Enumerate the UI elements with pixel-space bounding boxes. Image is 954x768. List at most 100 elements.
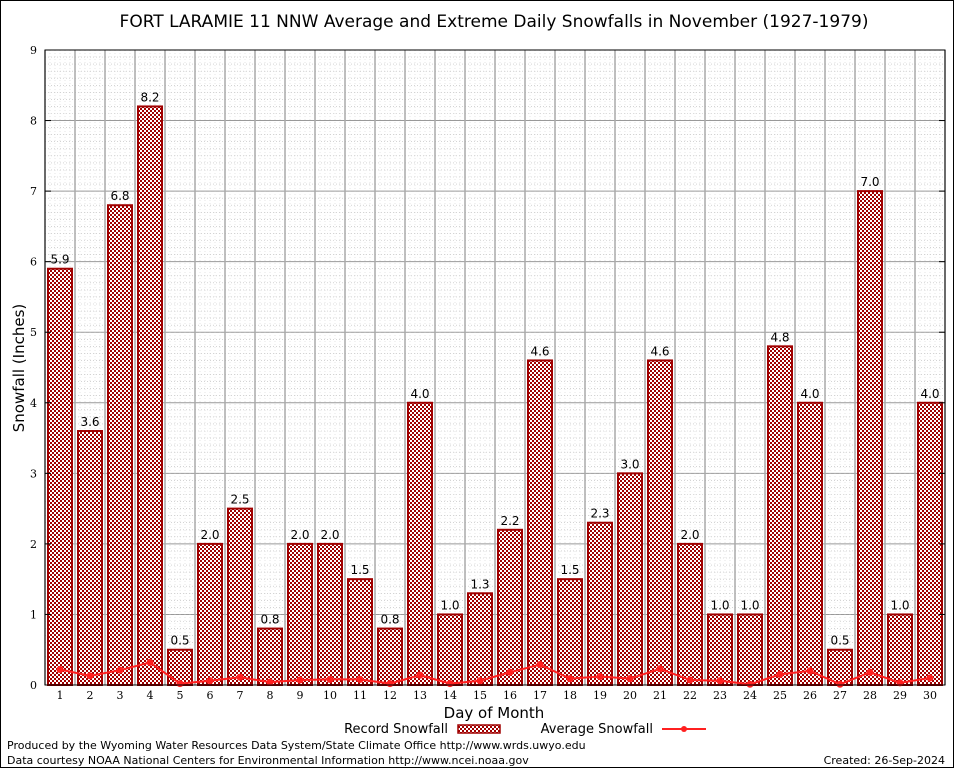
data-label: 2.0 — [320, 528, 339, 542]
data-label: 2.3 — [590, 507, 609, 521]
average-point — [536, 661, 544, 669]
plot-border — [44, 49, 946, 686]
average-line-path — [59, 661, 931, 686]
data-label: 4.6 — [650, 344, 669, 358]
data-label: 2.5 — [230, 493, 249, 507]
x-tick-label: 25 — [773, 689, 787, 702]
y-axis-label: Snowfall (Inches) — [10, 304, 28, 432]
bar-day-23 — [707, 613, 733, 687]
x-tick-label: 14 — [443, 689, 457, 702]
x-tick-label: 2 — [87, 689, 94, 702]
bar-day-1 — [47, 267, 73, 686]
bar-day-3 — [107, 204, 133, 686]
x-tick-label: 6 — [207, 689, 214, 702]
data-label: 1.0 — [440, 598, 459, 612]
average-point — [266, 678, 274, 686]
bar-day-4 — [137, 105, 163, 686]
y-tick-label: 9 — [30, 44, 37, 57]
data-label: 5.9 — [50, 253, 69, 267]
bars: 5.9 3.6 6.8 8.2 0.5 2.0 2.5 0.8 2.0 2.0 1.5 0.8 4.0 1… — [47, 90, 943, 687]
average-point — [716, 677, 724, 685]
y-tick-label: 0 — [30, 679, 37, 692]
data-label: 8.2 — [140, 90, 159, 104]
x-tick-label: 18 — [563, 689, 577, 702]
bar-day-25 — [767, 345, 793, 686]
bar-day-28 — [857, 190, 883, 686]
data-label: 4.8 — [770, 330, 789, 344]
bar-day-15 — [467, 592, 493, 686]
bar-day-29 — [887, 613, 913, 687]
average-point — [836, 680, 844, 688]
data-label: 1.3 — [470, 577, 489, 591]
x-tick-label: 4 — [147, 689, 154, 702]
average-point — [356, 675, 364, 683]
bar-day-26 — [797, 401, 823, 686]
bar-day-17 — [527, 359, 553, 686]
x-tick-label: 10 — [323, 689, 337, 702]
y-tick-label: 7 — [30, 185, 37, 198]
average-point — [656, 665, 664, 673]
x-tick-label: 16 — [503, 689, 517, 702]
average-point — [776, 670, 784, 678]
bar-day-21 — [647, 359, 673, 686]
x-tick-label: 15 — [473, 689, 487, 702]
legend-average-label: Average Snowfall — [541, 722, 653, 737]
average-point — [416, 671, 424, 679]
bar-day-2 — [77, 430, 103, 686]
average-point — [686, 676, 694, 684]
bar-day-24 — [737, 613, 763, 687]
average-point — [386, 680, 394, 688]
x-tick-label: 30 — [923, 689, 937, 702]
data-label: 1.0 — [890, 598, 909, 612]
average-point — [596, 673, 604, 681]
average-point — [236, 673, 244, 681]
data-label: 4.6 — [530, 344, 549, 358]
legend-average-marker — [681, 726, 687, 732]
data-label: 1.5 — [350, 563, 369, 577]
x-tick-label: 3 — [117, 689, 124, 702]
bar-day-5 — [167, 648, 193, 687]
data-label: 2.0 — [680, 528, 699, 542]
bar-day-20 — [617, 472, 643, 687]
average-point — [746, 680, 754, 688]
data-label: 2.0 — [290, 528, 309, 542]
x-tick-label: 13 — [413, 689, 427, 702]
average-point — [926, 674, 934, 682]
x-tick-label: 24 — [743, 689, 757, 702]
x-tick-label: 29 — [893, 689, 907, 702]
bar-day-19 — [587, 521, 613, 686]
x-tick-label: 19 — [593, 689, 607, 702]
average-point — [86, 672, 94, 680]
average-point — [566, 675, 574, 683]
x-tick-label: 11 — [353, 689, 367, 702]
average-point — [326, 675, 334, 683]
y-tick-label: 8 — [30, 115, 37, 128]
grid — [44, 49, 946, 686]
average-point — [626, 675, 634, 683]
average-point — [116, 666, 124, 674]
data-label: 4.0 — [920, 387, 939, 401]
legend-record-label: Record Snowfall — [344, 722, 448, 737]
bar-day-16 — [497, 528, 523, 686]
average-point — [446, 680, 454, 688]
x-tick-label: 22 — [683, 689, 697, 702]
average-point — [806, 667, 814, 675]
bar-day-14 — [437, 613, 463, 687]
data-label: 3.6 — [80, 415, 99, 429]
data-label: 3.0 — [620, 457, 639, 471]
bar-day-9 — [287, 542, 313, 687]
x-tick-label: 23 — [713, 689, 727, 702]
bar-day-18 — [557, 578, 583, 687]
average-point — [866, 668, 874, 676]
bar-day-12 — [377, 627, 403, 686]
x-tick-label: 17 — [533, 689, 547, 702]
footer-produced-by: Produced by the Wyoming Water Resources … — [7, 739, 586, 752]
data-label: 0.8 — [260, 613, 279, 627]
average-point — [506, 668, 514, 676]
x-tick-label: 7 — [237, 689, 244, 702]
x-tick-label: 5 — [177, 689, 184, 702]
legend: Record Snowfall Average Snowfall — [344, 722, 706, 737]
data-label: 7.0 — [860, 175, 879, 189]
